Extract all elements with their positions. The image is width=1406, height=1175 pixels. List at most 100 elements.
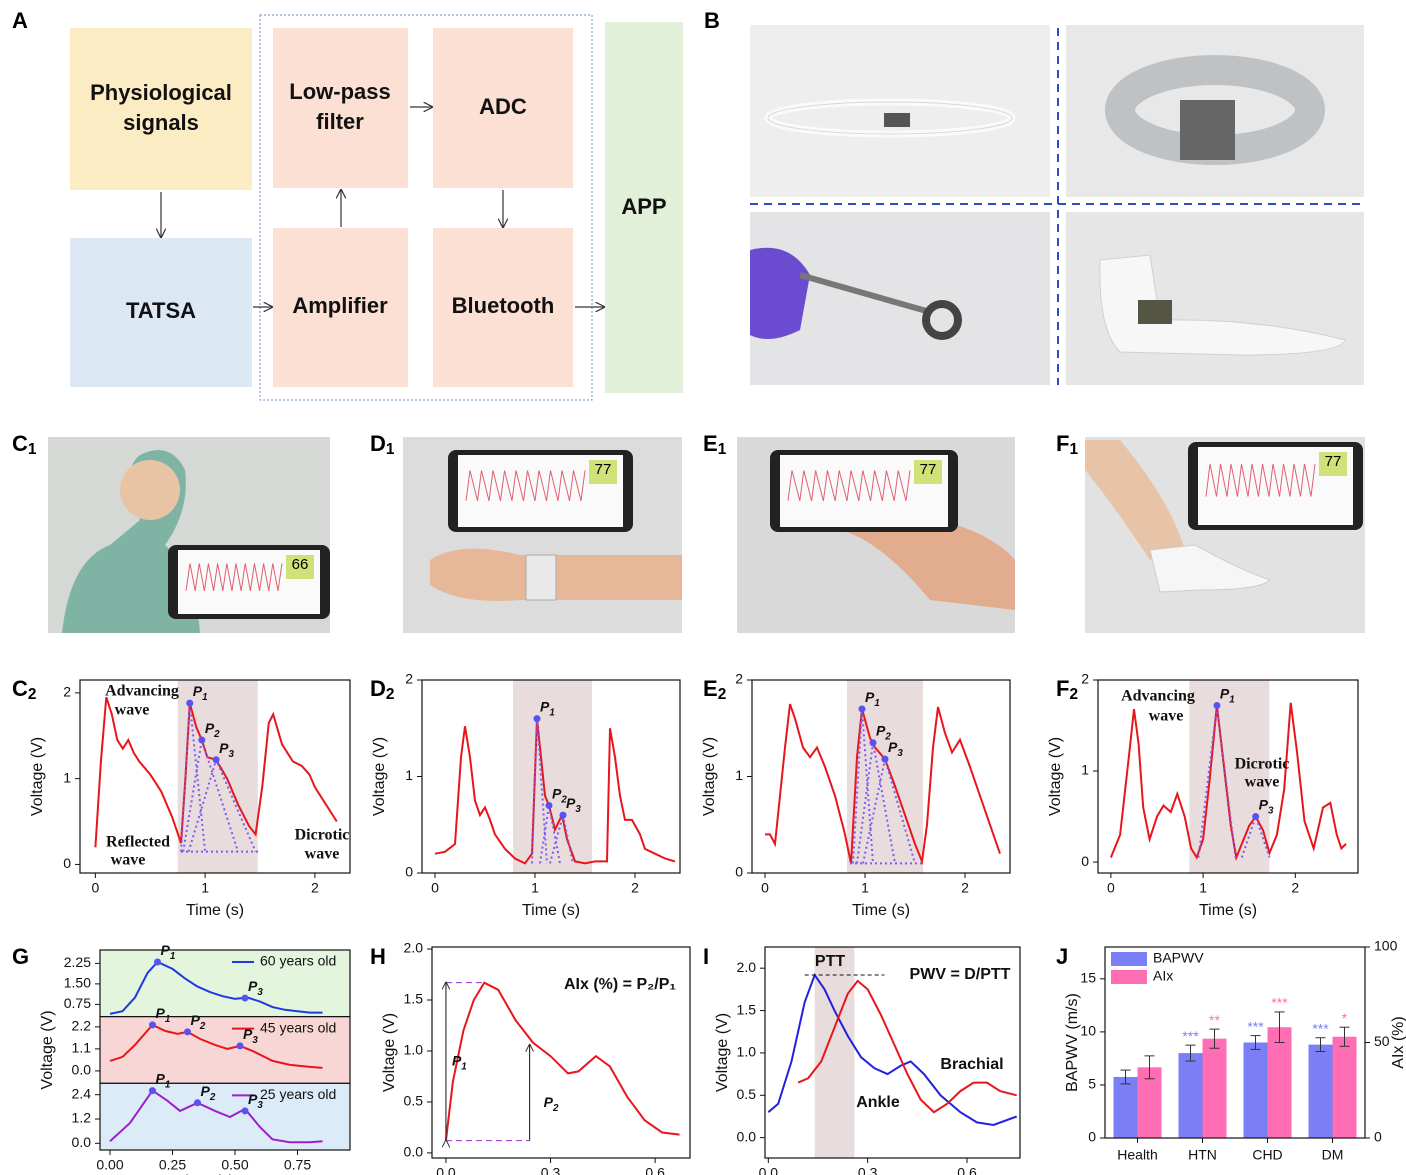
annotation: AIx (%) = P₂/P₁: [564, 976, 676, 993]
peak-point: [149, 1021, 156, 1028]
x-axis-label: Time (s): [1199, 902, 1257, 919]
bar: [1114, 1077, 1138, 1138]
bar: [1309, 1045, 1333, 1138]
peak-point: [154, 959, 161, 966]
y-tick-label: 0: [1081, 853, 1089, 869]
panel-label-letter: J: [1056, 944, 1068, 969]
annotation: Reflected: [106, 834, 170, 851]
panel-label-letter: A: [12, 8, 28, 33]
panel-label-sub: 1: [28, 441, 37, 458]
y-tick-label: 1: [63, 769, 71, 785]
bpm-value: 77: [595, 461, 612, 478]
y-tick-label: 0: [63, 855, 71, 871]
point-label-sub: 2: [213, 729, 220, 740]
annotation: Ankle: [856, 1094, 900, 1111]
highlight-band: [815, 947, 855, 1158]
peak-point: [194, 1099, 201, 1106]
arrow-label: P2: [544, 1093, 559, 1113]
annotation: wave: [115, 702, 150, 719]
panel-label: C1: [12, 431, 37, 458]
panel-label-letter: H: [370, 944, 386, 969]
node-label: filter: [316, 109, 364, 134]
peak-point: [870, 739, 877, 746]
y-axis-label: Voltage (V): [381, 1013, 398, 1092]
annotation: Dicrotic: [295, 827, 350, 844]
y-tick-label: 2.0: [737, 959, 757, 975]
arrow-label: P1: [452, 1052, 467, 1072]
legend-label: 25 years old: [260, 1086, 336, 1102]
panel-label-letter: C: [12, 676, 28, 701]
panel-label-letter: E: [703, 431, 718, 456]
x-axis-label: Time (s): [852, 902, 910, 919]
panel-label-sub: 2: [386, 686, 395, 703]
x-tick-label: 0.50: [221, 1157, 248, 1173]
annotation: wave: [1149, 708, 1184, 725]
x-tick-label: 0.6: [645, 1165, 665, 1175]
x-tick-label: 0.0: [759, 1165, 779, 1175]
significance: ***: [1271, 995, 1288, 1011]
x-tick-label: 0.6: [957, 1165, 977, 1175]
panel-label-sub: 1: [1069, 441, 1078, 458]
x-tick-label: 0: [431, 880, 439, 896]
point-label-sub: 3: [897, 748, 903, 759]
panel-label-letter: G: [12, 944, 29, 969]
point-label-sub: 3: [257, 1099, 263, 1110]
significance: *: [1342, 1010, 1348, 1026]
bar: [1244, 1043, 1268, 1139]
annotation: wave: [111, 852, 146, 869]
legend-label: 45 years old: [260, 1019, 336, 1035]
y-tick-label: 1.50: [64, 975, 91, 991]
significance: ***: [1247, 1018, 1264, 1034]
node-label: Low-pass: [289, 79, 390, 104]
y-tick-label: 0: [735, 864, 743, 880]
y-tick-label: 0: [405, 864, 413, 880]
point-label-sub: 3: [575, 804, 581, 815]
x-tick-label: 0.3: [541, 1165, 561, 1175]
point-label-sub: 1: [170, 951, 175, 962]
node-label: ADC: [479, 94, 527, 119]
x-tick-label: 0.00: [96, 1157, 123, 1173]
peak-point: [546, 802, 553, 809]
panel-label-letter: D: [370, 676, 386, 701]
annotation: wave: [305, 846, 340, 863]
photo-grid: [750, 25, 1365, 385]
bpm-value: 77: [1325, 453, 1342, 470]
node-label: signals: [123, 110, 199, 135]
signal-line: [446, 983, 680, 1141]
y-tick-label: 1.5: [404, 991, 424, 1007]
panel-label-sub: 1: [718, 441, 727, 458]
panel-label-sub: 1: [386, 441, 395, 458]
figure: ABC1D1E1F1C2D2E2F2GHIJPhysiologicalsigna…: [0, 0, 1406, 1175]
bpm-value: 66: [292, 556, 309, 573]
annotation: Brachial: [940, 1056, 1003, 1073]
legend-swatch: [1111, 970, 1147, 984]
peak-point: [198, 737, 205, 744]
panel-label: C2: [12, 676, 36, 703]
y-axis-label: Voltage (V): [714, 1013, 731, 1092]
y-tick-label: 1.0: [737, 1044, 757, 1060]
y-tick-label: 0.0: [72, 1062, 92, 1078]
x-tick-label: 0.0: [436, 1165, 456, 1175]
x-tick-label: 0: [761, 880, 769, 896]
peak-point: [1213, 702, 1220, 709]
peak-point: [882, 756, 889, 763]
annotation: wave: [1245, 774, 1280, 791]
point-label-sub: 1: [1229, 694, 1234, 705]
y-tick-label: 1.0: [404, 1042, 424, 1058]
point-label-sub: 3: [228, 748, 234, 759]
point-label-sub: 3: [257, 987, 263, 998]
point-label-sub: 1: [202, 692, 207, 703]
arrow-label-sub: 2: [552, 1102, 559, 1113]
panel-label-letter: I: [703, 944, 709, 969]
panel-label-sub: 2: [28, 686, 37, 703]
panel-label-letter: D: [370, 431, 386, 456]
x-tick-label: 1: [1199, 880, 1207, 896]
point-label-sub: 1: [165, 1013, 170, 1024]
panel-label: J: [1056, 944, 1068, 969]
y-axis-label: Voltage (V): [29, 737, 46, 816]
panel-label-letter: F: [1056, 431, 1069, 456]
annotation: PTT: [815, 953, 845, 970]
node-label: Amplifier: [292, 293, 388, 318]
arrow-label-sub: 1: [461, 1061, 466, 1072]
y-tick-label: 1: [1081, 762, 1089, 778]
